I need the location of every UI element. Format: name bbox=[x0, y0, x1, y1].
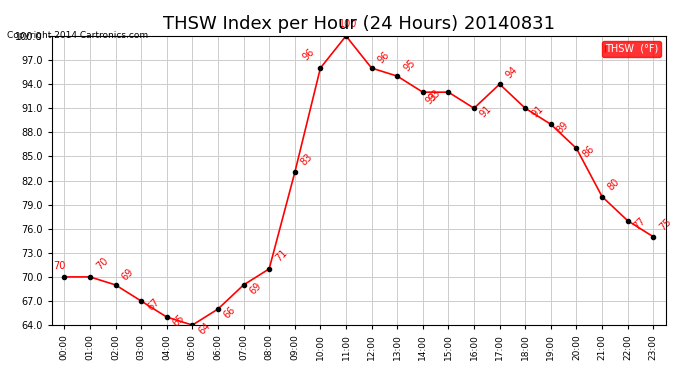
Text: 77: 77 bbox=[632, 216, 648, 232]
Text: 93: 93 bbox=[427, 87, 443, 103]
Legend: THSW  (°F): THSW (°F) bbox=[602, 41, 661, 57]
Text: 69: 69 bbox=[119, 266, 135, 282]
Text: 66: 66 bbox=[222, 304, 238, 320]
Text: 89: 89 bbox=[555, 120, 571, 135]
Title: THSW Index per Hour (24 Hours) 20140831: THSW Index per Hour (24 Hours) 20140831 bbox=[163, 15, 555, 33]
Text: 95: 95 bbox=[402, 57, 417, 74]
Text: 93: 93 bbox=[424, 90, 439, 106]
Text: 94: 94 bbox=[504, 64, 520, 80]
Text: Copyright 2014 Cartronics.com: Copyright 2014 Cartronics.com bbox=[7, 30, 148, 39]
Text: 91: 91 bbox=[478, 104, 494, 119]
Text: 65: 65 bbox=[171, 312, 187, 328]
Text: 67: 67 bbox=[146, 296, 161, 312]
Text: 83: 83 bbox=[299, 151, 315, 167]
Text: 91: 91 bbox=[529, 104, 545, 119]
Text: 69: 69 bbox=[248, 280, 264, 296]
Text: 70: 70 bbox=[94, 255, 110, 272]
Text: 71: 71 bbox=[273, 248, 289, 263]
Text: 96: 96 bbox=[301, 47, 317, 63]
Text: 70: 70 bbox=[53, 261, 66, 272]
Text: 64: 64 bbox=[197, 321, 213, 336]
Text: 86: 86 bbox=[580, 144, 596, 159]
Text: 80: 80 bbox=[607, 177, 622, 192]
Text: 100: 100 bbox=[339, 19, 357, 29]
Text: 75: 75 bbox=[658, 217, 673, 232]
Text: 96: 96 bbox=[376, 50, 391, 65]
